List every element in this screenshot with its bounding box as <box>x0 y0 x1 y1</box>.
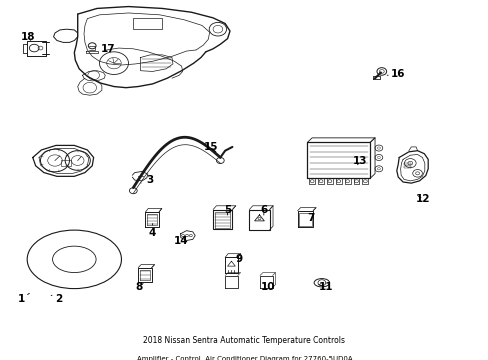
Text: 17: 17 <box>101 44 115 54</box>
Text: 9: 9 <box>235 255 242 264</box>
Text: 1: 1 <box>18 293 29 304</box>
Bar <box>403 163 410 165</box>
Text: 3: 3 <box>141 175 154 185</box>
Text: 12: 12 <box>415 194 430 204</box>
Text: 15: 15 <box>203 142 218 152</box>
Bar <box>133 18 162 29</box>
Text: 10: 10 <box>260 282 274 292</box>
Text: 2: 2 <box>51 294 62 304</box>
Text: Amplifier - Control, Air Conditioner Diagram for 27760-5UD0A: Amplifier - Control, Air Conditioner Dia… <box>137 356 351 360</box>
Bar <box>403 166 410 168</box>
Text: 11: 11 <box>318 282 332 292</box>
Text: 18: 18 <box>20 32 35 42</box>
Text: 2018 Nissan Sentra Automatic Temperature Controls: 2018 Nissan Sentra Automatic Temperature… <box>143 336 345 345</box>
Text: 4: 4 <box>149 224 156 238</box>
Text: 5: 5 <box>224 205 231 215</box>
Text: 16: 16 <box>386 69 405 80</box>
Text: 6: 6 <box>260 205 267 215</box>
Text: 8: 8 <box>135 282 143 292</box>
Text: 7: 7 <box>307 213 314 223</box>
Text: 14: 14 <box>173 236 187 246</box>
Text: 13: 13 <box>352 156 367 166</box>
Bar <box>61 160 71 166</box>
